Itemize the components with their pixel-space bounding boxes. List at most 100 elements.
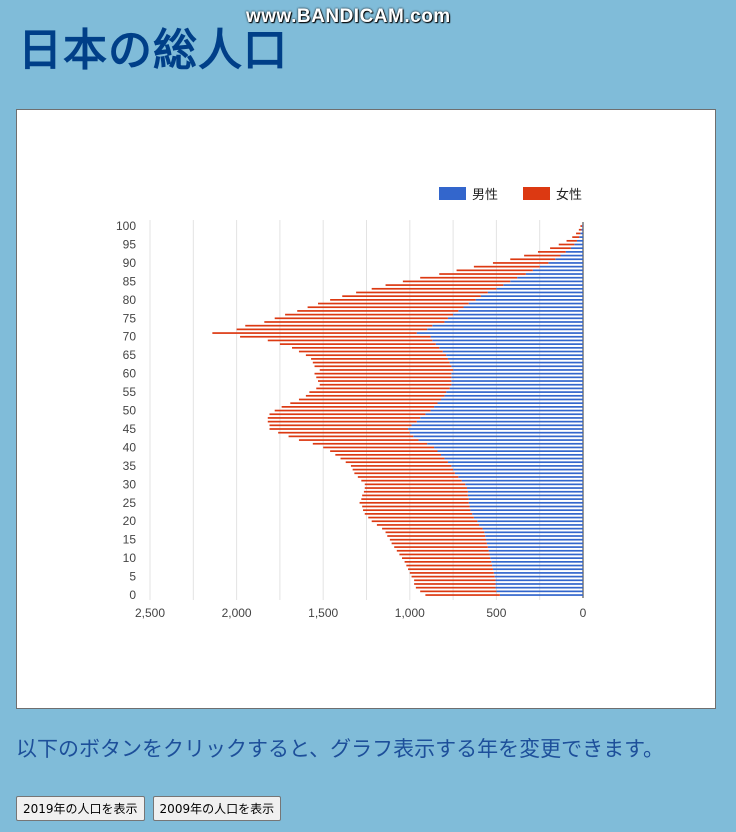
bar-female-age-81 xyxy=(342,295,481,298)
bar-female-age-22 xyxy=(364,513,473,515)
bar-male-age-9 xyxy=(491,560,583,563)
bar-male-age-74 xyxy=(444,321,583,323)
bar-female-age-72 xyxy=(236,328,428,331)
bar-male-age-33 xyxy=(454,472,583,475)
bar-male-age-26 xyxy=(468,498,583,500)
y-tick-label: 100 xyxy=(116,219,136,233)
bar-female-age-10 xyxy=(402,557,491,559)
bar-male-age-14 xyxy=(486,542,583,545)
bar-female-age-16 xyxy=(387,535,486,537)
bar-female-age-83 xyxy=(371,287,497,290)
watermark-logo: www.BANDICAM.com xyxy=(246,6,451,27)
bar-female-age-21 xyxy=(368,516,474,519)
chart-svg: 2,500 2,000 1,500 1,000 500 0 0 5 10 15 20 25 30 35 4… xyxy=(116,187,587,620)
bar-male-age-66 xyxy=(442,350,583,353)
bar-female-age-3 xyxy=(414,583,496,585)
bar-female-age-82 xyxy=(356,291,488,294)
bars xyxy=(212,225,583,596)
bar-female-age-48 xyxy=(267,417,421,419)
bar-female-age-29 xyxy=(364,487,467,489)
y-tick-label: 20 xyxy=(123,514,137,528)
bar-male-age-80 xyxy=(475,299,583,301)
bar-female-age-42 xyxy=(298,439,419,441)
bar-female-age-28 xyxy=(363,490,468,493)
bar-male-age-17 xyxy=(484,531,583,534)
bar-female-age-78 xyxy=(307,306,464,309)
bar-female-age-33 xyxy=(354,472,455,475)
bar-female-age-77 xyxy=(297,310,459,312)
bar-male-age-41 xyxy=(427,442,583,445)
bar-female-age-31 xyxy=(361,479,462,482)
bar-male-age-11 xyxy=(489,553,583,556)
bar-female-age-37 xyxy=(340,457,445,460)
bar-female-age-23 xyxy=(363,509,471,512)
bar-male-age-69 xyxy=(432,339,583,342)
y-axis-ticks: 0 5 10 15 20 25 30 35 40 45 50 55 60 65 70 75 80 85 90 95 10… xyxy=(116,219,136,602)
bar-male-age-86 xyxy=(517,276,583,279)
bar-male-age-22 xyxy=(472,513,583,515)
bar-male-age-52 xyxy=(437,402,583,405)
bar-male-age-5 xyxy=(494,575,583,578)
bar-male-age-10 xyxy=(490,557,583,559)
y-tick-label: 15 xyxy=(123,533,137,547)
bar-female-age-4 xyxy=(414,579,496,582)
bar-male-age-89 xyxy=(539,265,583,268)
bar-male-age-45 xyxy=(408,428,583,430)
bar-female-age-79 xyxy=(318,302,469,305)
bar-male-age-54 xyxy=(444,394,583,397)
y-tick-label: 50 xyxy=(123,404,137,418)
bar-male-age-60 xyxy=(451,372,583,375)
bar-female-age-62 xyxy=(314,365,452,368)
bar-male-age-42 xyxy=(418,439,583,441)
bar-female-age-73 xyxy=(245,324,433,327)
bar-male-age-94 xyxy=(570,247,583,250)
bar-male-age-38 xyxy=(440,453,583,456)
bar-male-age-34 xyxy=(453,468,583,471)
x-tick-label: 1,500 xyxy=(308,606,338,620)
bar-male-age-0 xyxy=(499,594,583,596)
bar-male-age-79 xyxy=(468,302,583,305)
bar-male-age-75 xyxy=(447,317,583,320)
bar-male-age-97 xyxy=(579,236,583,238)
y-tick-label: 80 xyxy=(123,293,137,307)
bar-female-age-53 xyxy=(298,398,441,401)
bar-male-age-72 xyxy=(427,328,583,331)
bar-male-age-36 xyxy=(447,461,583,464)
bar-male-age-4 xyxy=(495,579,583,582)
bar-female-age-50 xyxy=(274,409,431,412)
bar-female-age-76 xyxy=(285,313,454,316)
bar-female-age-67 xyxy=(292,346,440,349)
bar-female-age-40 xyxy=(323,446,435,449)
bar-female-age-0 xyxy=(425,594,500,596)
bar-female-age-61 xyxy=(319,369,454,371)
bar-female-age-96 xyxy=(566,239,577,242)
bar-female-age-75 xyxy=(274,317,448,320)
bar-female-age-52 xyxy=(290,402,438,405)
bar-female-age-36 xyxy=(345,461,448,464)
bar-male-age-85 xyxy=(510,280,583,283)
bar-female-age-43 xyxy=(288,435,414,438)
y-tick-label: 65 xyxy=(123,348,137,362)
bar-male-age-23 xyxy=(470,509,583,512)
bar-female-age-71 xyxy=(212,332,417,334)
bar-female-age-46 xyxy=(269,424,412,427)
bar-female-age-51 xyxy=(281,406,435,408)
legend-swatch-female xyxy=(523,187,550,200)
bar-male-age-51 xyxy=(434,406,583,408)
bar-male-age-15 xyxy=(486,538,583,541)
bar-male-age-43 xyxy=(413,435,583,438)
bar-male-age-83 xyxy=(496,287,583,290)
y-tick-label: 90 xyxy=(123,256,137,270)
bar-male-age-64 xyxy=(447,358,583,360)
bar-male-age-95 xyxy=(574,243,583,246)
show-2019-button[interactable]: 2019年の人口を表示 xyxy=(16,796,145,821)
y-tick-label: 30 xyxy=(123,477,137,491)
y-tick-label: 45 xyxy=(123,422,137,436)
bar-male-age-47 xyxy=(416,420,583,423)
bar-male-age-25 xyxy=(468,501,583,504)
bar-female-age-6 xyxy=(409,572,494,574)
bar-male-age-35 xyxy=(451,465,583,467)
show-2009-button[interactable]: 2009年の人口を表示 xyxy=(152,796,282,821)
bar-male-age-67 xyxy=(439,346,583,349)
bar-female-age-32 xyxy=(357,476,459,478)
